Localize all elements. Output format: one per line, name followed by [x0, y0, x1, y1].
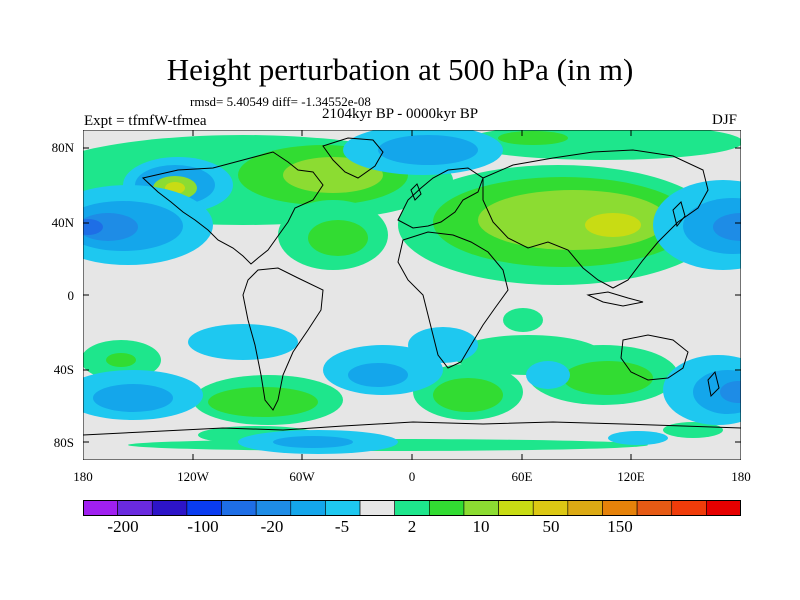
lon-label-180w: 180	[73, 469, 93, 484]
experiment-label: Expt = tfmfW-tfmea	[84, 113, 207, 129]
colorbar-swatch	[83, 500, 118, 516]
colorbar-frame	[83, 500, 741, 516]
lat-label-80n: 80N	[51, 140, 74, 155]
colorbar-label: -200	[107, 517, 139, 536]
map-plot	[83, 130, 741, 460]
australia-coast	[620, 334, 689, 381]
colorbar-swatch	[221, 500, 257, 516]
antarctica-coast	[83, 421, 741, 436]
colorbar-swatch	[532, 500, 569, 516]
colorbar	[83, 500, 741, 516]
colorbar-label: -5	[334, 517, 350, 536]
colorbar-swatch	[567, 500, 603, 516]
lon-label-180e: 180	[731, 469, 751, 484]
coastlines	[83, 137, 741, 436]
season-label: DJF	[712, 112, 738, 128]
rmsd-text: rmsd= 5.40549 diff= -1.34552e-08	[190, 94, 371, 109]
colorbar-swatch	[706, 500, 741, 516]
colorbar-swatch	[186, 500, 222, 516]
new-zealand-coast	[707, 370, 720, 398]
lat-label-80s: 80S	[53, 435, 74, 450]
colorbar-swatch	[255, 500, 292, 516]
lon-label-60e: 60E	[511, 469, 533, 484]
colorbar-swatch	[429, 500, 465, 516]
lat-label-40s: 40S	[53, 362, 74, 377]
lon-label-120e: 120E	[617, 469, 645, 484]
colorbar-swatch	[290, 500, 326, 516]
greenland-coast	[322, 137, 384, 179]
lat-label-0: 0	[67, 288, 75, 303]
africa-coast	[397, 231, 509, 369]
colorbar-swatch	[498, 500, 534, 516]
period-text: 2104kyr BP - 0000kyr BP	[322, 106, 479, 122]
colorbar-label: -100	[187, 517, 219, 536]
asia-coast	[482, 149, 709, 289]
axis-ticks	[83, 130, 741, 460]
south-america-coast	[242, 267, 324, 411]
lon-label-0: 0	[408, 469, 416, 484]
indonesia-coast	[586, 291, 644, 307]
north-america-coast	[141, 151, 324, 265]
japan-coast	[672, 201, 686, 228]
figure-title: Height perturbation at 500 hPa (in m)	[166, 52, 634, 87]
colorbar-label: 150	[607, 517, 633, 536]
colorbar-label: 2	[407, 517, 417, 536]
colorbar-label: 50	[542, 517, 560, 536]
colorbar-label: 10	[472, 517, 490, 536]
colorbar-swatch	[325, 500, 361, 516]
colorbar-swatch	[151, 500, 188, 516]
europe-coast	[397, 167, 484, 229]
britain-coast	[410, 183, 422, 201]
lon-label-60w: 60W	[289, 469, 315, 484]
lon-label-120w: 120W	[177, 469, 209, 484]
colorbar-label: -20	[260, 517, 284, 536]
colorbar-swatch	[463, 500, 499, 516]
colorbar-swatch	[671, 500, 707, 516]
colorbar-swatch	[359, 500, 395, 516]
lat-label-40n: 40N	[51, 215, 74, 230]
colorbar-swatch	[602, 500, 638, 516]
colorbar-swatch	[636, 500, 673, 516]
colorbar-swatch	[394, 500, 430, 516]
colorbar-swatch	[117, 500, 153, 516]
